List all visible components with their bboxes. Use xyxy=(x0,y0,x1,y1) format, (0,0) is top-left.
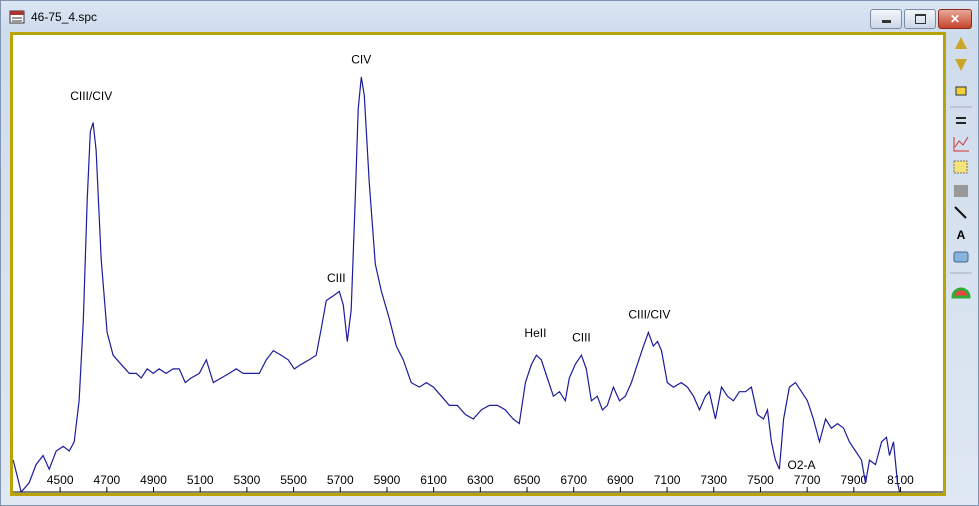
x-tick-label: 7100 xyxy=(654,473,681,487)
x-tick-label: 4500 xyxy=(47,473,74,487)
fill-tool[interactable] xyxy=(954,185,968,197)
x-tick-label: 7700 xyxy=(794,473,821,487)
select-tool[interactable] xyxy=(953,160,968,174)
annotation: O2-A xyxy=(788,458,816,472)
spectrum-line xyxy=(12,76,901,494)
text-tool[interactable]: A xyxy=(957,228,966,242)
graph-tool[interactable] xyxy=(953,136,969,152)
annotation: CIV xyxy=(351,52,371,66)
palette-tool[interactable] xyxy=(951,287,971,299)
x-tick-label: 8100 xyxy=(887,473,914,487)
close-button[interactable]: ✕ xyxy=(938,9,972,29)
chart: 4500 4700 4900 5100 5300 5500 5700 5900 6100 6300… xyxy=(12,52,943,494)
maximize-button[interactable] xyxy=(904,9,936,29)
up-tool[interactable] xyxy=(955,37,967,49)
x-tick-label: 6700 xyxy=(560,473,587,487)
x-tick-label: 6500 xyxy=(514,473,541,487)
lock-tool[interactable] xyxy=(955,86,967,96)
x-tick-label: 5100 xyxy=(187,473,214,487)
x-tick-label: 4700 xyxy=(93,473,120,487)
x-tick-label: 7300 xyxy=(700,473,727,487)
x-tick-label: 5900 xyxy=(374,473,401,487)
plot-frame xyxy=(10,32,946,496)
x-tick-label: 6300 xyxy=(467,473,494,487)
equal-tool[interactable] xyxy=(956,117,966,119)
down-tool[interactable] xyxy=(955,59,967,71)
x-tick-label: 4900 xyxy=(140,473,167,487)
x-tick-label: 5500 xyxy=(280,473,307,487)
annotation: HeII xyxy=(524,326,546,340)
x-tick-label: 6100 xyxy=(420,473,447,487)
toolbar: A xyxy=(950,37,972,299)
annotation: CIII/CIV xyxy=(70,89,112,103)
annotation: CIII xyxy=(327,271,346,285)
x-tick-label: 5700 xyxy=(327,473,354,487)
equal-bar xyxy=(956,122,966,124)
x-tick-label: 5300 xyxy=(234,473,261,487)
app-icon xyxy=(9,10,25,24)
x-tick-label: 6900 xyxy=(607,473,634,487)
minimize-button[interactable] xyxy=(870,9,902,29)
camera-tool[interactable] xyxy=(953,251,969,263)
x-tick-label: 7900 xyxy=(840,473,867,487)
annotation: CIII xyxy=(572,331,591,345)
x-tick-label: 7500 xyxy=(747,473,774,487)
line-tool[interactable] xyxy=(954,206,967,219)
annotation: CIII/CIV xyxy=(628,308,670,322)
window-title: 46-75_4.spc xyxy=(31,10,98,24)
